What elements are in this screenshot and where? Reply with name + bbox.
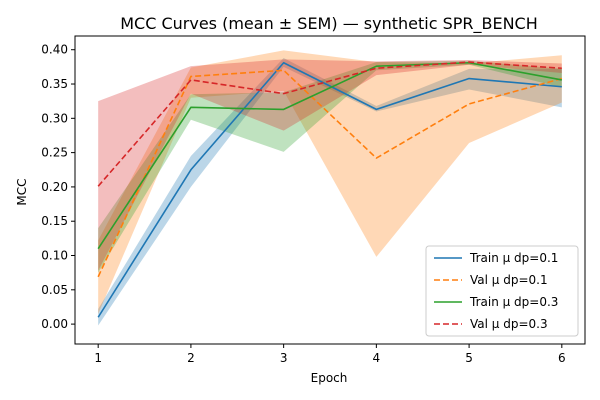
y-tick-label: 0.35 (41, 77, 68, 91)
y-axis-ticks: 0.00 0.05 0.10 0.15 0.20 0.25 0.30 0.35 0.40 (41, 43, 75, 331)
series-line-3 (97, 61, 562, 250)
legend-label-2: Val μ dp=0.1 (470, 273, 548, 287)
x-tick-label: 1 (94, 351, 102, 365)
legend-label-4: Val μ dp=0.3 (470, 317, 548, 331)
chart-title: MCC Curves (mean ± SEM) — synthetic SPR_… (120, 14, 538, 34)
x-tick-label: 4 (373, 351, 381, 365)
legend: Train μ dp=0.1 Val μ dp=0.1 Train μ dp=0.3… (425, 245, 579, 337)
y-tick-label: 0.25 (41, 146, 68, 160)
x-tick-label: 5 (465, 351, 473, 365)
series-lines (97, 61, 563, 318)
series-line-4 (97, 61, 562, 187)
sem-band-4 (98, 59, 562, 271)
plot-frame (74, 35, 586, 345)
series-line-1 (97, 61, 562, 318)
sem-bands (98, 50, 562, 326)
y-tick-label: 0.15 (41, 214, 68, 228)
y-tick-label: 0.05 (41, 283, 68, 297)
x-tick-label: 2 (187, 351, 195, 365)
x-axis-ticks: 1 2 3 4 5 6 (94, 344, 566, 365)
legend-label-1: Train μ dp=0.1 (469, 251, 558, 265)
y-tick-label: 0.10 (41, 249, 68, 263)
x-tick-label: 6 (558, 351, 566, 365)
y-axis-label: MCC (15, 178, 29, 205)
sem-band-2 (98, 50, 562, 314)
x-axis-label: Epoch (311, 371, 348, 385)
y-tick-label: 0.40 (41, 43, 68, 57)
legend-box (425, 245, 579, 337)
x-tick-label: 3 (280, 351, 288, 365)
series-line-2 (97, 69, 563, 278)
sem-band-1 (98, 57, 562, 326)
y-tick-label: 0.30 (41, 111, 68, 125)
y-tick-label: 0.00 (41, 317, 68, 331)
legend-label-3: Train μ dp=0.3 (469, 295, 558, 309)
y-tick-label: 0.20 (41, 180, 68, 194)
sem-band-3 (98, 60, 562, 273)
